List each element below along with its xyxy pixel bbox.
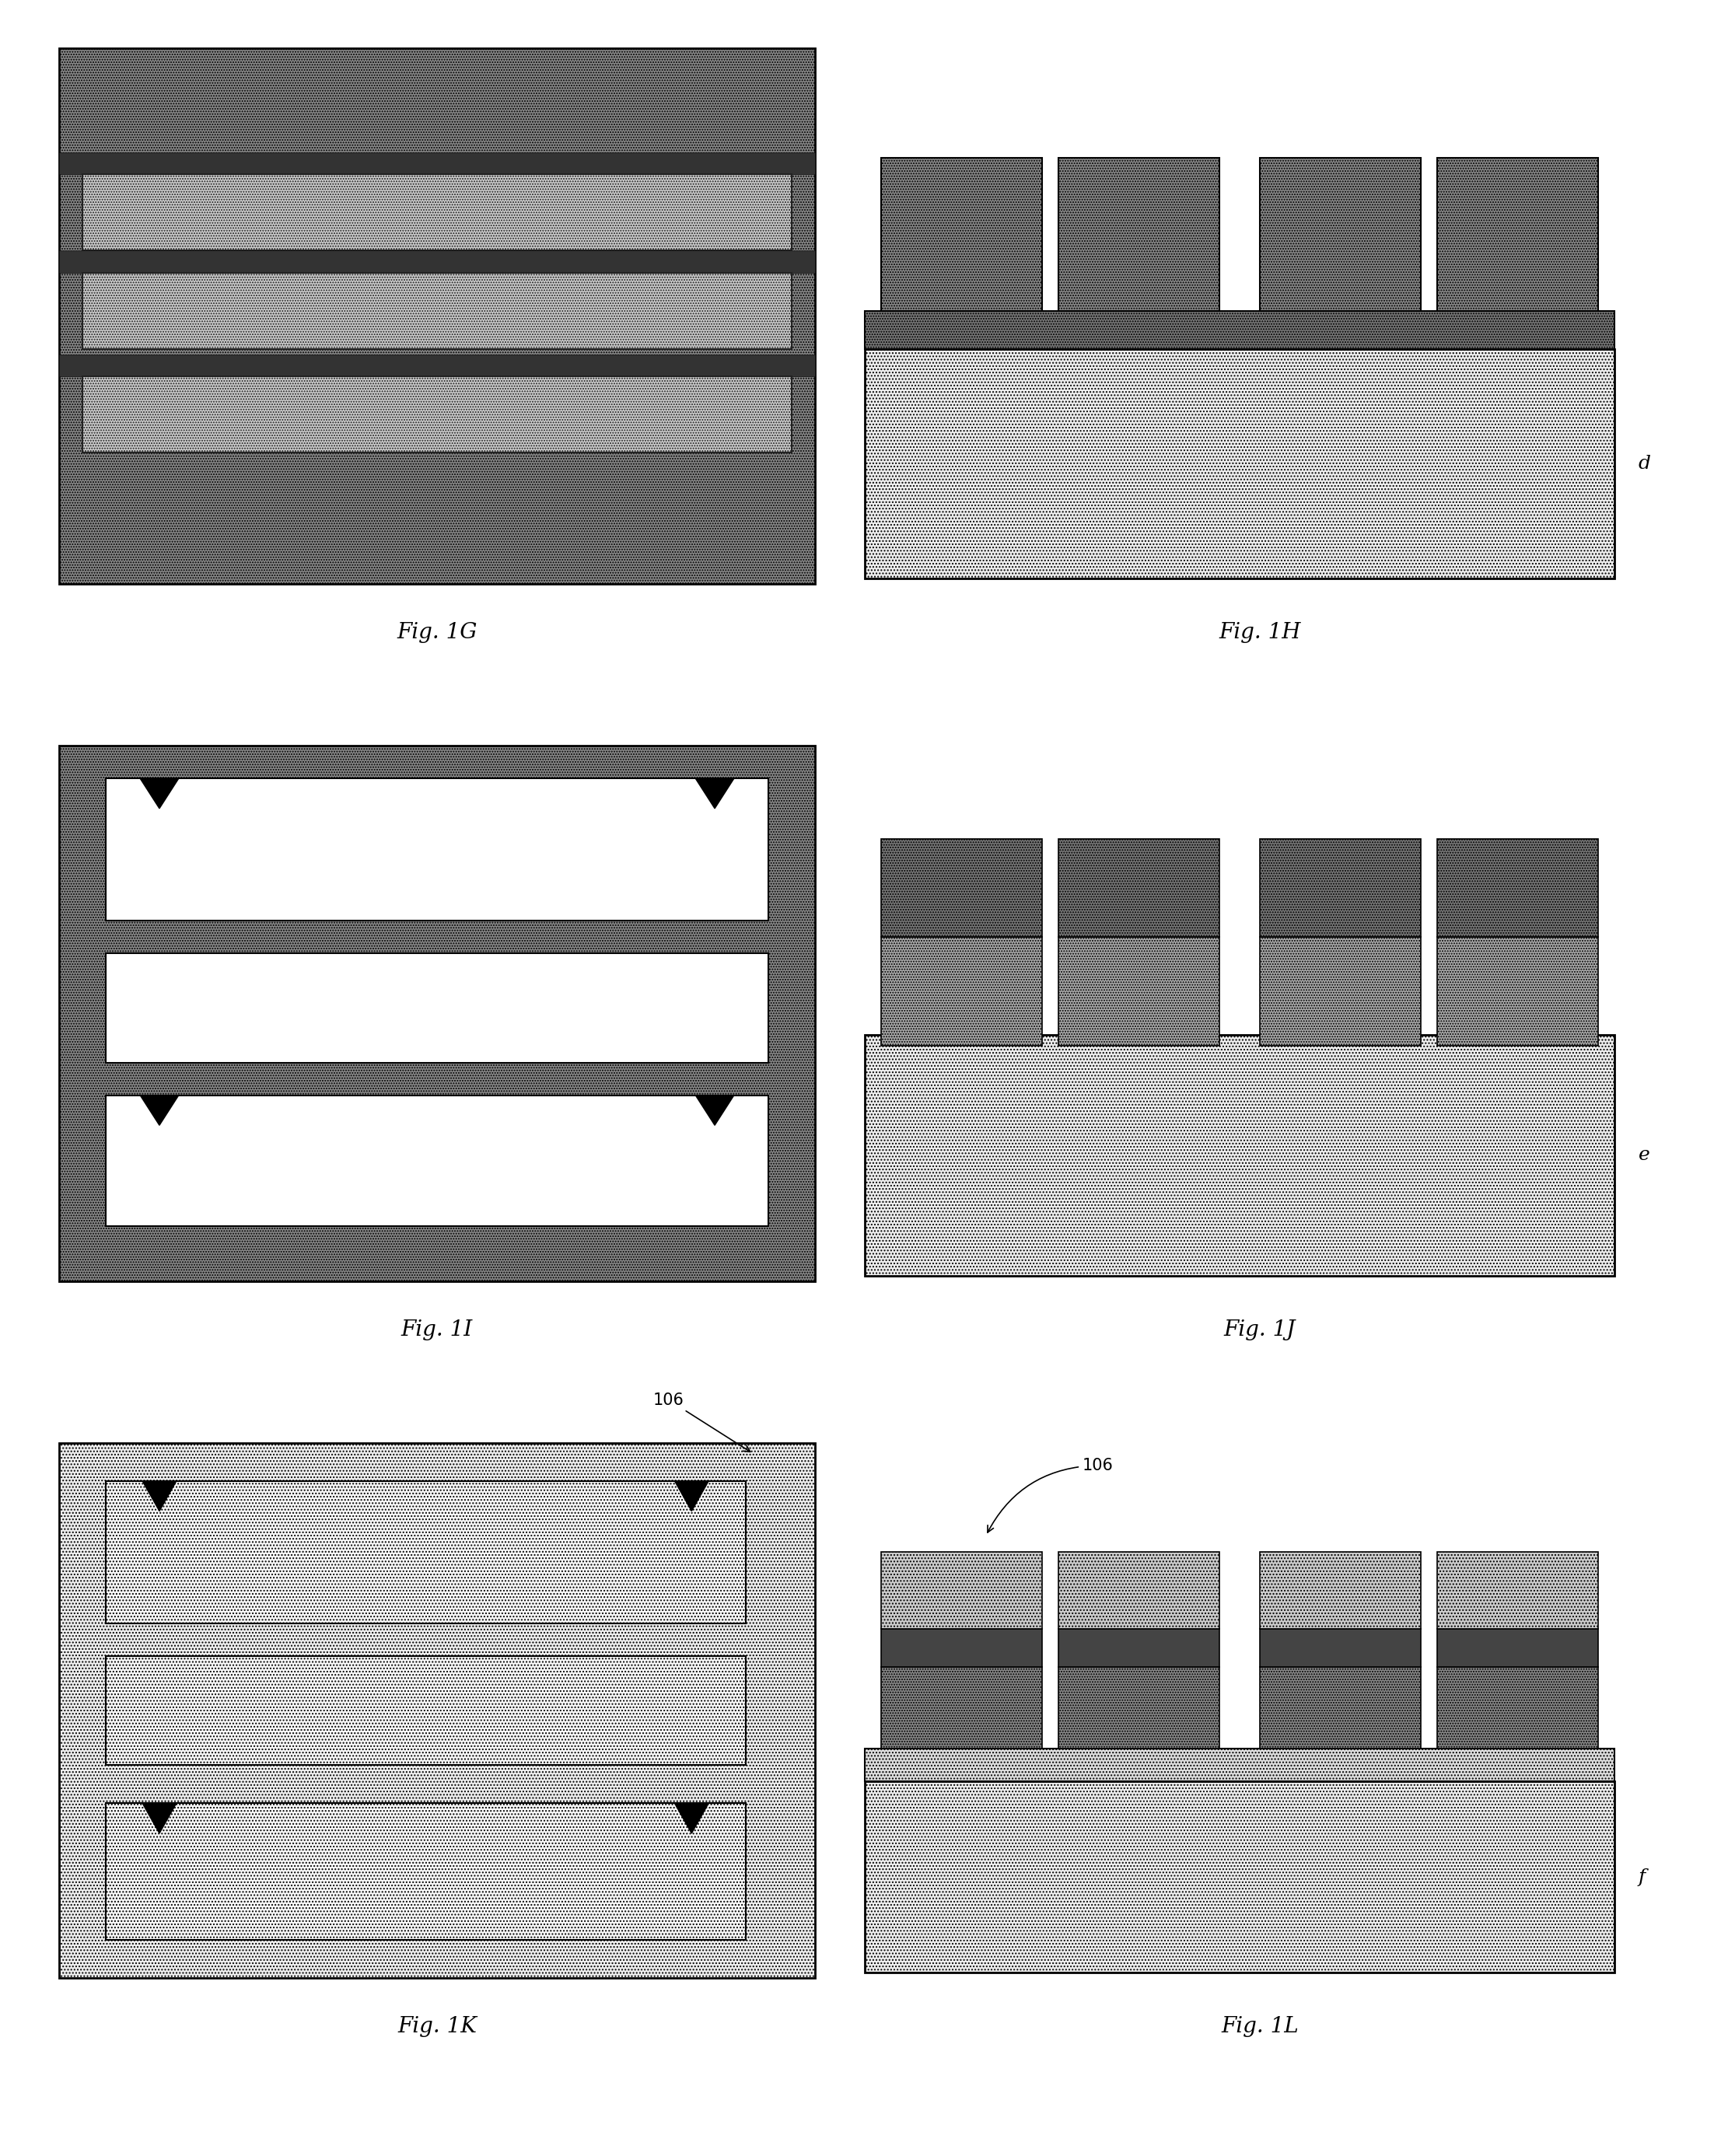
Bar — [1436, 1628, 1597, 1667]
Text: e: e — [1639, 1147, 1651, 1164]
Bar — [1058, 839, 1220, 938]
Polygon shape — [141, 1095, 178, 1125]
Bar — [1058, 157, 1220, 310]
Text: Fig. 1L: Fig. 1L — [1220, 2016, 1299, 2037]
Text: f: f — [1639, 1867, 1645, 1887]
Text: 106: 106 — [987, 1457, 1114, 1533]
Bar — [1436, 938, 1597, 1046]
Bar — [1058, 938, 1220, 1046]
Polygon shape — [675, 1481, 708, 1511]
Bar — [106, 1481, 746, 1623]
Polygon shape — [141, 778, 178, 808]
Polygon shape — [696, 778, 734, 808]
Bar — [82, 272, 792, 349]
Bar — [881, 1628, 1042, 1667]
Bar — [58, 354, 816, 377]
Bar — [1260, 157, 1421, 310]
Text: 106: 106 — [653, 1393, 751, 1451]
Bar — [106, 1095, 768, 1227]
Bar — [1058, 1628, 1220, 1667]
Bar — [866, 1035, 1615, 1276]
Bar — [1436, 1667, 1597, 1749]
Bar — [866, 1749, 1615, 1781]
Text: Fig. 1H: Fig. 1H — [1219, 623, 1301, 642]
Bar — [106, 1656, 746, 1766]
Bar — [1058, 1667, 1220, 1749]
Bar — [82, 377, 792, 453]
Bar — [1436, 157, 1597, 310]
Text: Fig. 1G: Fig. 1G — [398, 623, 476, 642]
Bar — [106, 1802, 746, 1940]
Bar — [1260, 1552, 1421, 1628]
Polygon shape — [142, 1802, 177, 1833]
Bar — [881, 157, 1042, 310]
Bar — [866, 1781, 1615, 1973]
Bar — [866, 310, 1615, 349]
Bar — [1260, 1667, 1421, 1749]
Bar — [1436, 1552, 1597, 1628]
Bar — [881, 938, 1042, 1046]
Bar — [106, 778, 768, 921]
Polygon shape — [675, 1802, 708, 1833]
Bar — [1436, 839, 1597, 938]
Text: Fig. 1K: Fig. 1K — [398, 2016, 476, 2037]
Text: Fig. 1J: Fig. 1J — [1224, 1319, 1296, 1341]
Text: d: d — [1639, 455, 1651, 472]
Bar — [1058, 1552, 1220, 1628]
Bar — [866, 349, 1615, 578]
Polygon shape — [142, 1481, 177, 1511]
Bar — [58, 153, 816, 175]
Polygon shape — [696, 1095, 734, 1125]
Bar — [881, 1667, 1042, 1749]
Bar — [106, 953, 768, 1063]
Bar — [1260, 839, 1421, 938]
Bar — [881, 839, 1042, 938]
Text: Fig. 1I: Fig. 1I — [401, 1319, 473, 1341]
Bar — [58, 250, 816, 272]
Bar — [82, 175, 792, 250]
Bar — [1260, 938, 1421, 1046]
Bar — [1260, 1628, 1421, 1667]
Bar — [881, 1552, 1042, 1628]
